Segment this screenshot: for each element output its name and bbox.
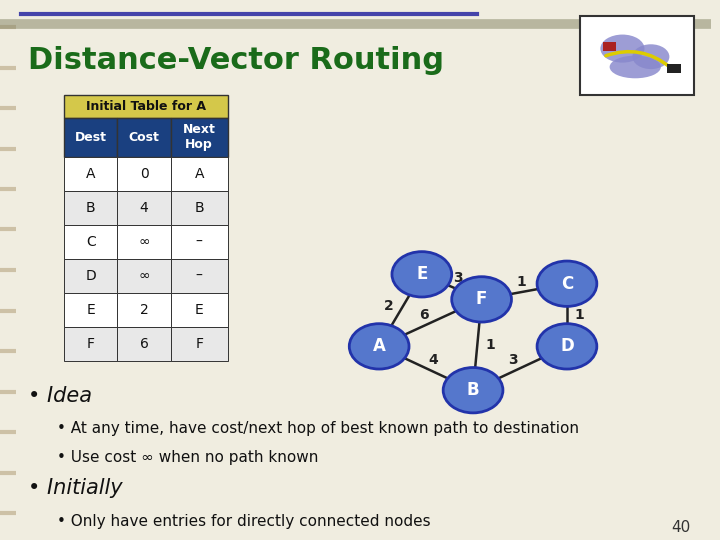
- Text: –: –: [196, 269, 202, 282]
- Text: A: A: [373, 338, 386, 355]
- Text: Distance-Vector Routing: Distance-Vector Routing: [29, 46, 444, 75]
- Text: C: C: [561, 275, 573, 293]
- Text: 4: 4: [428, 353, 438, 367]
- Circle shape: [537, 261, 597, 306]
- Text: • Use cost ∞ when no path known: • Use cost ∞ when no path known: [57, 450, 318, 465]
- Text: D: D: [86, 269, 96, 282]
- FancyBboxPatch shape: [117, 225, 171, 259]
- FancyBboxPatch shape: [117, 327, 171, 361]
- Text: E: E: [86, 303, 95, 316]
- FancyBboxPatch shape: [171, 327, 228, 361]
- FancyBboxPatch shape: [117, 118, 171, 157]
- Text: ∞: ∞: [138, 269, 150, 282]
- Text: A: A: [86, 167, 96, 180]
- Text: 0: 0: [140, 167, 148, 180]
- Text: C: C: [86, 235, 96, 248]
- Circle shape: [451, 276, 511, 322]
- Text: Initial Table for A: Initial Table for A: [86, 99, 206, 113]
- Text: 1: 1: [516, 275, 526, 289]
- Text: E: E: [416, 265, 428, 284]
- FancyBboxPatch shape: [64, 293, 117, 327]
- FancyBboxPatch shape: [117, 259, 171, 293]
- Text: Next
Hop: Next Hop: [183, 123, 215, 151]
- Text: Cost: Cost: [129, 131, 160, 144]
- FancyBboxPatch shape: [667, 64, 681, 73]
- FancyBboxPatch shape: [64, 94, 228, 118]
- FancyBboxPatch shape: [171, 293, 228, 327]
- FancyBboxPatch shape: [117, 157, 171, 191]
- Text: E: E: [195, 303, 204, 316]
- Text: 3: 3: [453, 271, 463, 285]
- Circle shape: [444, 368, 503, 413]
- Circle shape: [537, 323, 597, 369]
- Text: 6: 6: [419, 308, 428, 321]
- FancyBboxPatch shape: [603, 42, 616, 51]
- Text: A: A: [194, 167, 204, 180]
- Text: 2: 2: [384, 299, 394, 313]
- Ellipse shape: [600, 35, 644, 63]
- Text: B: B: [467, 381, 480, 399]
- FancyBboxPatch shape: [580, 16, 693, 94]
- Text: ∞: ∞: [138, 235, 150, 248]
- Text: 6: 6: [140, 337, 148, 350]
- Text: 40: 40: [671, 519, 690, 535]
- FancyBboxPatch shape: [171, 225, 228, 259]
- Text: • Initially: • Initially: [29, 478, 123, 498]
- FancyBboxPatch shape: [117, 191, 171, 225]
- FancyBboxPatch shape: [171, 191, 228, 225]
- Text: Dest: Dest: [75, 131, 107, 144]
- FancyBboxPatch shape: [64, 118, 117, 157]
- FancyBboxPatch shape: [64, 225, 117, 259]
- FancyBboxPatch shape: [171, 259, 228, 293]
- Text: –: –: [196, 235, 202, 248]
- Text: 4: 4: [140, 201, 148, 214]
- Text: F: F: [86, 337, 95, 350]
- Text: 3: 3: [508, 353, 518, 367]
- Text: B: B: [194, 201, 204, 214]
- Ellipse shape: [632, 44, 670, 69]
- FancyBboxPatch shape: [64, 157, 117, 191]
- Circle shape: [392, 252, 451, 297]
- FancyBboxPatch shape: [171, 118, 228, 157]
- Text: B: B: [86, 201, 96, 214]
- FancyBboxPatch shape: [171, 157, 228, 191]
- FancyBboxPatch shape: [117, 293, 171, 327]
- FancyBboxPatch shape: [64, 327, 117, 361]
- Text: 1: 1: [575, 308, 585, 322]
- Ellipse shape: [610, 56, 661, 78]
- Text: • Idea: • Idea: [29, 386, 92, 406]
- Text: F: F: [195, 337, 203, 350]
- Text: • Only have entries for directly connected nodes: • Only have entries for directly connect…: [57, 514, 431, 529]
- Text: F: F: [476, 291, 487, 308]
- FancyBboxPatch shape: [64, 259, 117, 293]
- FancyBboxPatch shape: [64, 191, 117, 225]
- Text: 1: 1: [485, 339, 495, 353]
- Text: D: D: [560, 338, 574, 355]
- Text: 2: 2: [140, 303, 148, 316]
- Text: • At any time, have cost/next hop of best known path to destination: • At any time, have cost/next hop of bes…: [57, 421, 579, 436]
- Circle shape: [349, 323, 409, 369]
